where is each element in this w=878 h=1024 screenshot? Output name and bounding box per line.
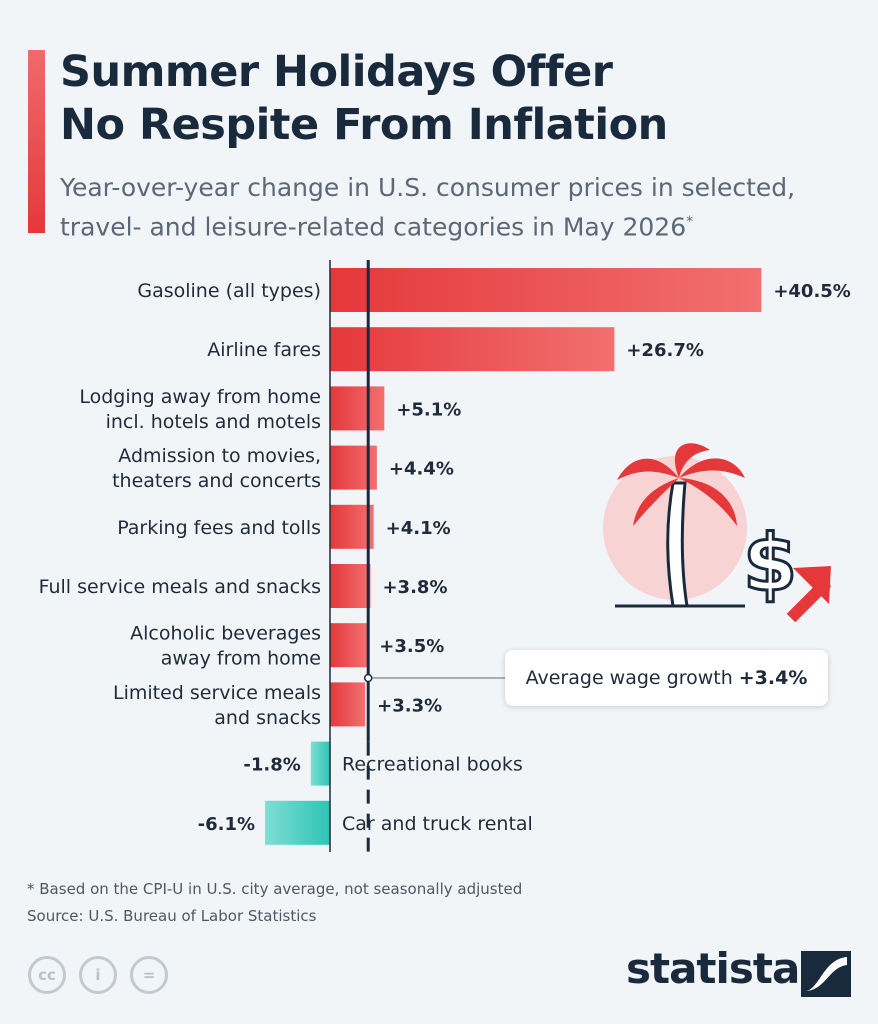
bar [330,682,366,727]
bar [330,564,371,608]
wage-growth-callout: Average wage growth +3.4% [505,650,828,706]
category-label: Alcoholic beverages away from home [130,623,321,670]
category-label: Admission to movies, theaters and concert… [112,445,321,492]
bar [330,268,762,312]
palm-tree-dollar-illustration: $ [603,443,832,623]
footnote-block: * Based on the CPI-U in U.S. city averag… [27,876,522,930]
chart-subtitle: Year-over-year change in U.S. consumer p… [60,170,860,244]
bar-chart: +40.5% Gasoline (all types) +26.7% Airline … [39,260,851,855]
source: Source: U.S. Bureau of Labor Statistics [27,907,317,925]
bar [330,445,377,490]
category-label: Gasoline (all types) [137,280,321,302]
bar [310,741,330,786]
value-label: +5.1% [396,399,461,420]
no-derivatives-icon[interactable]: = [130,956,168,994]
category-label: Recreational books [342,754,523,776]
license-icons: cc i = [28,956,168,994]
value-label: -1.8% [243,755,300,776]
subtitle-line-2: travel- and leisure-related categories i… [60,212,687,242]
creative-commons-icon[interactable]: cc [28,956,66,994]
title-line-2: No Respite From Inflation [60,100,668,150]
title-line-1: Summer Holidays Offer [60,47,613,97]
value-label: +26.7% [626,340,704,361]
title-accent-bar [28,50,45,233]
category-label: Parking fees and tolls [117,517,321,539]
statista-logo-mark-icon [801,951,851,997]
value-label: +4.1% [386,518,451,539]
value-label: +3.5% [379,636,444,657]
subtitle-line-1: Year-over-year change in U.S. consumer p… [60,173,796,202]
category-label: Limited service meals and snacks [113,682,321,729]
bar [330,327,615,372]
value-label: +3.8% [382,577,447,598]
category-label: Car and truck rental [342,813,533,835]
category-label: Airline fares [207,339,321,361]
bar [330,504,374,549]
value-label: +3.3% [377,695,442,716]
wage-growth-value: +3.4% [738,667,808,689]
subtitle-line-2-wrap: travel- and leisure-related categories i… [60,205,860,244]
footnote: * Based on the CPI-U in U.S. city averag… [27,880,523,898]
value-label: -6.1% [198,814,255,835]
bar [330,386,385,431]
bar [330,623,368,668]
wage-growth-label: Average wage growth [525,667,733,689]
bar [265,800,330,845]
statista-logo[interactable]: statista [626,944,800,993]
subtitle-asterisk: * [686,214,694,230]
callout-dot [363,673,373,683]
chart-title: Summer Holidays Offer No Respite From In… [60,46,860,152]
value-label: +4.4% [389,459,454,480]
value-label: +40.5% [773,281,851,302]
attribution-icon[interactable]: i [79,956,117,994]
category-label: Full service meals and snacks [39,576,321,598]
category-label: Lodging away from home incl. hotels and m… [79,386,321,433]
svg-text:$: $ [743,519,797,609]
